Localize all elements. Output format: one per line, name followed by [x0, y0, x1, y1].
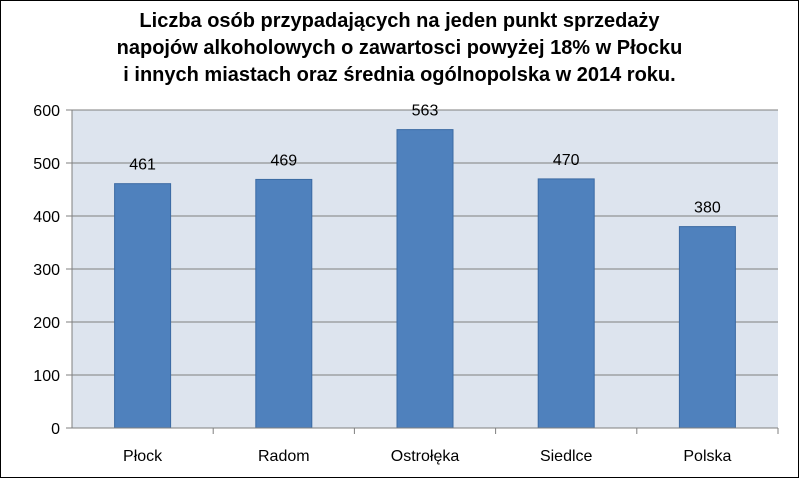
y-tick-label: 400 — [33, 209, 60, 226]
chart-title-line-2: napojów alkoholowych o zawartosci powyże… — [116, 37, 683, 59]
y-tick-label: 600 — [33, 103, 60, 120]
bar — [255, 178, 313, 429]
x-tick-label: Ostrołęka — [391, 448, 460, 465]
chart-title-line-1: Liczba osób przypadających na jeden punk… — [139, 10, 660, 32]
y-tick-label: 500 — [33, 156, 60, 173]
chart-title: Liczba osób przypadających na jeden punk… — [0, 8, 799, 89]
data-label: 470 — [553, 152, 580, 169]
data-label: 563 — [412, 103, 439, 120]
bar — [396, 129, 454, 429]
x-tick-label: Siedlce — [540, 448, 593, 465]
data-label: 469 — [270, 152, 297, 169]
bar — [537, 178, 595, 429]
x-tick-label: Polska — [683, 448, 731, 465]
x-tick-label: Radom — [258, 448, 310, 465]
y-tick-label: 0 — [51, 421, 60, 438]
bar — [114, 183, 172, 429]
chart-title-line-3: i innych miastach oraz średnia ogólnopol… — [123, 64, 676, 86]
y-tick-label: 300 — [33, 262, 60, 279]
data-label: 461 — [129, 157, 156, 174]
data-label: 380 — [694, 200, 721, 217]
y-tick-label: 200 — [33, 315, 60, 332]
y-tick-label: 100 — [33, 368, 60, 385]
bar — [678, 226, 736, 429]
x-tick-label: Płock — [123, 448, 163, 465]
